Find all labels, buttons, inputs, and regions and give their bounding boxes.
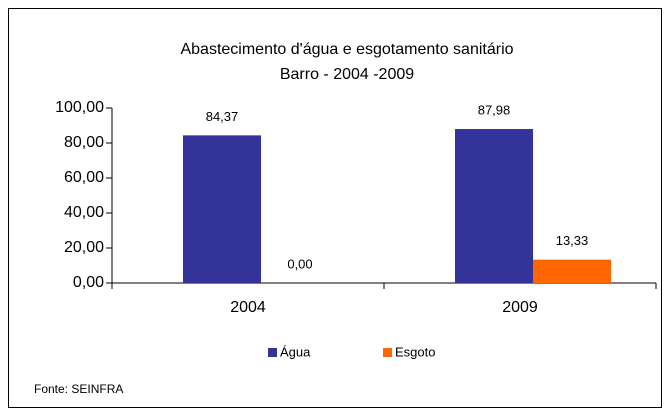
value-label: 84,37	[206, 109, 239, 124]
bar	[455, 129, 533, 283]
value-label: 0,00	[287, 256, 312, 271]
x-tick-label: 2004	[230, 299, 266, 316]
source-note: Fonte: SEINFRA	[34, 382, 123, 396]
bar	[533, 259, 611, 283]
y-tick-label: 60,00	[64, 169, 104, 186]
value-label: 13,33	[556, 233, 589, 248]
value-label: 87,98	[478, 102, 511, 117]
y-tick-label: 20,00	[64, 239, 104, 256]
x-tick-label: 2009	[502, 299, 538, 316]
legend-label: Água	[280, 344, 311, 359]
y-tick-label: 80,00	[64, 134, 104, 151]
y-tick-label: 0,00	[73, 274, 104, 291]
chart-title: Abastecimento d'água e esgotamento sanit…	[180, 41, 513, 58]
legend-swatch	[268, 348, 277, 357]
chart-subtitle: Barro - 2004 -2009	[280, 66, 414, 83]
legend-label: Esgoto	[395, 344, 435, 359]
legend-swatch	[383, 348, 392, 357]
chart-border	[8, 8, 662, 408]
y-tick-label: 100,00	[55, 99, 104, 116]
bar	[183, 135, 261, 283]
y-tick-label: 40,00	[64, 204, 104, 221]
